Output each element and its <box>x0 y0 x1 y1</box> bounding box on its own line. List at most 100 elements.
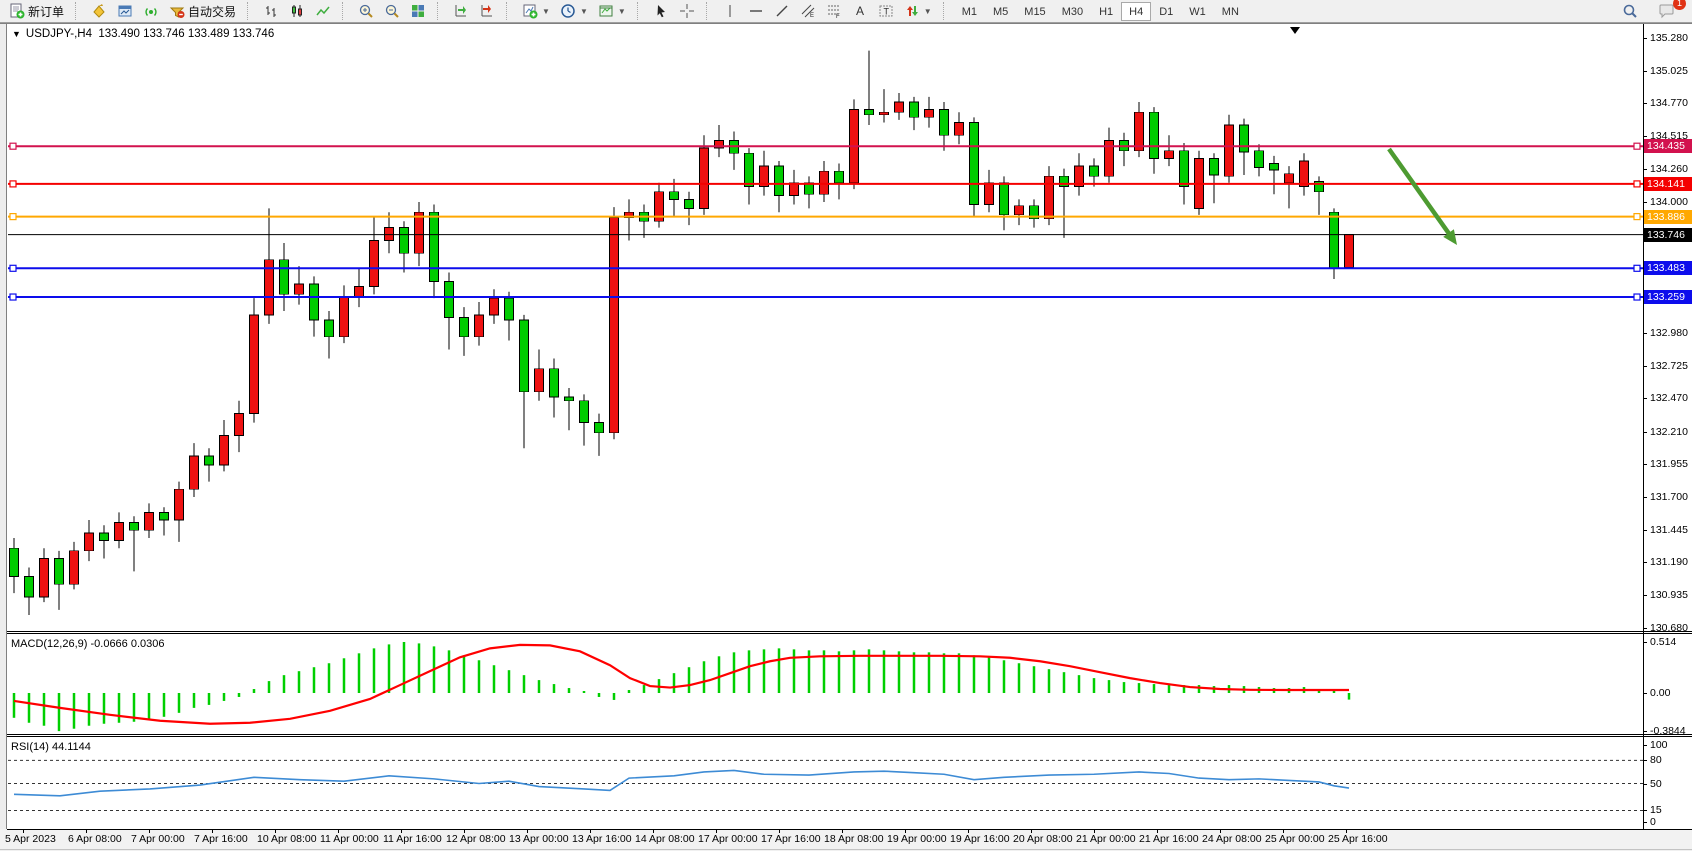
rsi-panel[interactable] <box>0 737 1643 829</box>
chart-shift-button[interactable] <box>474 1 500 21</box>
line-handle[interactable] <box>1633 142 1641 150</box>
line-handle[interactable] <box>9 264 17 272</box>
svg-text:F: F <box>836 14 840 19</box>
search-button[interactable] <box>1617 1 1643 21</box>
candle-body <box>354 286 364 298</box>
cursor-button[interactable] <box>648 1 674 21</box>
dropdown-arrow-icon: ▼ <box>542 6 550 16</box>
candle-body <box>264 259 274 316</box>
new-order-button[interactable]: 新订单 <box>4 1 69 21</box>
chart-ohlc-values: 133.490 133.746 133.489 133.746 <box>98 28 275 40</box>
line-handle[interactable] <box>1633 293 1641 301</box>
line-handle[interactable] <box>9 213 17 221</box>
line-handle[interactable] <box>1633 264 1641 272</box>
tile-windows-icon <box>410 3 426 19</box>
timeframe-m15[interactable]: M15 <box>1024 5 1046 18</box>
panel-separator[interactable] <box>7 734 1692 735</box>
auto-scroll-button[interactable] <box>448 1 474 21</box>
candle-body <box>939 109 949 136</box>
price-scale-axis[interactable] <box>1643 24 1644 829</box>
horizontal-line-button[interactable] <box>743 1 769 21</box>
price-tick-label: 134.000 <box>1650 195 1688 208</box>
zoom-in-button[interactable] <box>353 1 379 21</box>
timeframe-w1[interactable]: W1 <box>1189 5 1206 18</box>
fibonacci-button[interactable]: F <box>821 1 847 21</box>
timeframe-m30[interactable]: M30 <box>1061 5 1084 18</box>
bar-chart-button[interactable] <box>258 1 284 21</box>
line-handle[interactable] <box>1633 213 1641 221</box>
candle-body <box>504 297 514 321</box>
time-label: 20 Apr 08:00 <box>1013 833 1073 845</box>
panel-separator[interactable] <box>7 633 1692 634</box>
main-chart-panel[interactable] <box>0 25 1643 631</box>
toolbar: 新订单 自动交易 <box>0 0 1692 23</box>
tile-windows-button[interactable] <box>405 1 431 21</box>
candlestick-chart-button[interactable] <box>284 1 310 21</box>
toolbar-separator <box>636 2 644 20</box>
candle-body <box>114 522 124 541</box>
candle-body <box>39 558 49 598</box>
text-icon: A <box>852 3 868 19</box>
auto-trading-button[interactable]: 自动交易 <box>164 1 241 21</box>
zoom-out-button[interactable] <box>379 1 405 21</box>
vertical-line-button[interactable] <box>717 1 743 21</box>
text-label-button[interactable]: T <box>873 1 899 21</box>
time-label: 14 Apr 08:00 <box>635 833 695 845</box>
timeframe-h1[interactable]: H1 <box>1099 5 1114 18</box>
line-chart-button[interactable] <box>310 1 336 21</box>
chart-shift-marker-icon[interactable] <box>1290 27 1300 34</box>
periods-button[interactable]: ▼ <box>555 1 593 21</box>
indicator-tick-mark <box>1643 822 1647 823</box>
profiles-button[interactable] <box>112 1 138 21</box>
macd-panel[interactable] <box>0 634 1643 733</box>
timeframe-h4[interactable]: H4 <box>1121 1 1152 21</box>
candle-body <box>684 199 694 209</box>
indicators-button[interactable]: ▼ <box>517 1 555 21</box>
vertical-line-icon <box>722 3 738 19</box>
line-handle[interactable] <box>1633 180 1641 188</box>
indicator-tick-mark <box>1643 783 1647 785</box>
price-tick-label: 131.445 <box>1650 523 1688 536</box>
timeframe-m1[interactable]: M1 <box>961 5 977 18</box>
trendline-button[interactable] <box>769 1 795 21</box>
timeframe-mn[interactable]: MN <box>1221 5 1239 18</box>
line-handle[interactable] <box>9 293 17 301</box>
candle-body <box>1179 150 1189 187</box>
chat-button[interactable]: 1 <box>1653 0 1686 21</box>
toolbar-separator <box>705 2 713 20</box>
candle-body <box>744 152 754 187</box>
trend-arrow-object[interactable] <box>1387 147 1454 239</box>
time-label: 17 Apr 16:00 <box>761 833 821 845</box>
panel-separator[interactable] <box>7 736 1692 737</box>
candle-body <box>1284 173 1294 184</box>
timeframe-d1[interactable]: D1 <box>1159 5 1174 18</box>
symbol-dropdown-icon[interactable]: ▼ <box>12 29 21 39</box>
candle-body <box>459 317 469 338</box>
price-level-label: 133.886 <box>1644 209 1692 224</box>
signals-button[interactable] <box>138 1 164 21</box>
panel-separator[interactable] <box>7 631 1692 632</box>
text-button[interactable]: A <box>847 1 873 21</box>
line-handle[interactable] <box>9 180 17 188</box>
timeframe-m5[interactable]: M5 <box>993 5 1009 18</box>
time-scale[interactable] <box>0 829 1692 849</box>
time-scale-axis <box>7 829 1692 830</box>
candle-body <box>9 547 19 577</box>
indicator-tick-mark <box>1643 810 1647 812</box>
time-label: 21 Apr 16:00 <box>1139 833 1199 845</box>
window-border <box>0 849 1692 850</box>
time-label: 7 Apr 16:00 <box>194 833 248 845</box>
price-level-label: 133.259 <box>1644 290 1692 305</box>
arrows-button[interactable]: ▼ <box>899 1 937 21</box>
templates-button[interactable]: ▼ <box>593 1 631 21</box>
styles-button[interactable] <box>86 1 112 21</box>
time-tick-mark <box>23 829 24 833</box>
channel-button[interactable]: E <box>795 1 821 21</box>
candle-body <box>1104 140 1114 177</box>
line-handle[interactable] <box>9 142 17 150</box>
time-tick-mark <box>1346 829 1347 833</box>
candle-body <box>609 216 619 434</box>
price-tick-mark <box>1643 398 1647 400</box>
crosshair-button[interactable] <box>674 1 700 21</box>
candle-body <box>1164 150 1174 159</box>
